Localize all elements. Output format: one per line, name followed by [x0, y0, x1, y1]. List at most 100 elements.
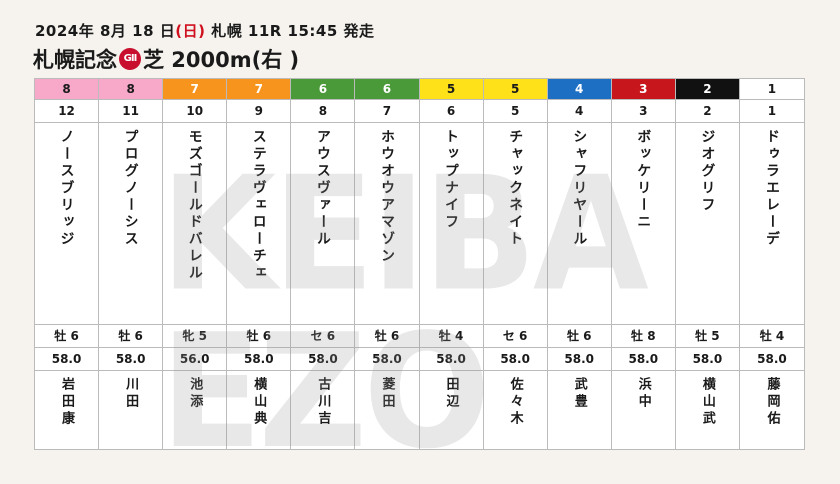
- horse-number: 12: [35, 100, 99, 123]
- entry-column: 3 3 ボッケリーニ牡 8 58.0 浜中: [611, 79, 676, 449]
- jockey-name-text: 菱田: [379, 377, 395, 411]
- waku-number: 5: [419, 79, 483, 100]
- race-date: 2024年 8月 18 日: [35, 22, 176, 40]
- grade-badge: GII: [119, 48, 141, 70]
- horse-name: モズゴールドバレル: [163, 123, 227, 325]
- waku-number: 6: [355, 79, 419, 100]
- horse-name-text: トップナイフ: [443, 129, 460, 231]
- waku-number: 8: [35, 79, 99, 100]
- horse-name-text: ジオグリフ: [699, 129, 716, 214]
- sex-age: 牡 8: [611, 325, 675, 348]
- horse-number: 11: [99, 100, 163, 123]
- horse-number: 8: [291, 100, 355, 123]
- entry-column: 5 5 チャックネイトセ 6 58.0 佐々木: [483, 79, 548, 449]
- horse-name: ジオグリフ: [675, 123, 739, 325]
- horse-number: 1: [739, 100, 804, 123]
- jockey-name-text: 田辺: [443, 377, 459, 411]
- entry-column: 5 6 トップナイフ牡 4 58.0 田辺: [419, 79, 484, 449]
- entry-column: 6 8 アウスヴァールセ 6 58.0 古川吉: [291, 79, 356, 449]
- jockey-name: 田辺: [420, 371, 483, 449]
- horse-name: アウスヴァール: [291, 123, 355, 325]
- carried-weight: 58.0: [739, 348, 804, 371]
- jockey-name: 佐々木: [484, 371, 547, 449]
- sex-age: 牡 6: [227, 325, 291, 348]
- carried-weight: 58.0: [99, 348, 163, 371]
- horse-number: 10: [163, 100, 227, 123]
- horse-name: チャックネイト: [483, 123, 547, 325]
- waku-number: 7: [227, 79, 291, 100]
- carried-weight: 58.0: [547, 348, 611, 371]
- carried-weight: 58.0: [355, 348, 419, 371]
- waku-number: 2: [675, 79, 739, 100]
- horse-name: ホウオウアマゾン: [355, 123, 419, 325]
- jockey-name-text: 古川吉: [315, 377, 331, 428]
- sex-age: 牡 4: [419, 325, 483, 348]
- jockey-name: 横山武: [676, 371, 739, 449]
- horse-name-text: モズゴールドバレル: [186, 129, 203, 282]
- horse-number: 6: [419, 100, 483, 123]
- entry-column: 7 9 ステラヴェローチェ牡 6 58.0 横山典: [227, 79, 292, 449]
- horse-name-text: ボッケリーニ: [635, 129, 652, 231]
- horse-name-text: シャフリヤール: [571, 129, 588, 248]
- entry-column: 8 12 ノースブリッジ牡 6 58.0 岩田康: [35, 79, 100, 449]
- waku-number: 5: [483, 79, 547, 100]
- jockey-name: 浜中: [612, 371, 675, 449]
- jockey-name-text: 横山武: [699, 377, 715, 428]
- jockey-name: 横山典: [227, 371, 290, 449]
- sex-age: セ 6: [291, 325, 355, 348]
- entry-column: 7 10 モズゴールドバレル牝 5 56.0 池添: [163, 79, 228, 449]
- sex-age: 牡 5: [675, 325, 739, 348]
- horse-name: ボッケリーニ: [611, 123, 675, 325]
- horse-name-text: ノースブリッジ: [58, 129, 75, 248]
- jockey-name-text: 川田: [123, 377, 139, 411]
- jockey-name: 菱田: [355, 371, 418, 449]
- jockey-name-text: 横山典: [251, 377, 267, 428]
- horse-name: シャフリヤール: [547, 123, 611, 325]
- race-title: 札幌記念 GII 芝 2000m(右 ): [33, 44, 299, 74]
- entries-table: 8 12 ノースブリッジ牡 6 58.0 岩田康 8 11 プログノーシス牡 6 58.0 川田 7…: [34, 78, 805, 450]
- horse-name: ステラヴェローチェ: [227, 123, 291, 325]
- sex-age: セ 6: [483, 325, 547, 348]
- horse-number: 5: [483, 100, 547, 123]
- jockey-name-text: 佐々木: [507, 377, 523, 428]
- jockey-name-text: 池添: [187, 377, 203, 411]
- horse-name-text: チャックネイト: [507, 129, 524, 248]
- horse-name: ノースブリッジ: [35, 123, 99, 325]
- horse-name-text: プログノーシス: [122, 129, 139, 248]
- carried-weight: 58.0: [291, 348, 355, 371]
- carried-weight: 58.0: [483, 348, 547, 371]
- horse-name: トップナイフ: [419, 123, 483, 325]
- race-day-of-week: (日): [175, 22, 206, 40]
- horse-number: 3: [611, 100, 675, 123]
- jockey-name-text: 藤岡佑: [764, 377, 780, 428]
- carried-weight: 58.0: [611, 348, 675, 371]
- waku-number: 3: [611, 79, 675, 100]
- waku-number: 4: [547, 79, 611, 100]
- carried-weight: 58.0: [675, 348, 739, 371]
- carried-weight: 58.0: [419, 348, 483, 371]
- horse-name-text: アウスヴァール: [314, 129, 331, 248]
- sex-age: 牡 6: [355, 325, 419, 348]
- jockey-name-text: 武豊: [571, 377, 587, 411]
- jockey-name-text: 岩田康: [59, 377, 75, 428]
- entry-column: 8 11 プログノーシス牡 6 58.0 川田: [99, 79, 164, 449]
- sex-age: 牡 6: [35, 325, 99, 348]
- jockey-name: 岩田康: [35, 371, 98, 449]
- waku-number: 6: [291, 79, 355, 100]
- entry-column: 6 7 ホウオウアマゾン牡 6 58.0 菱田: [355, 79, 420, 449]
- horse-name-text: ステラヴェローチェ: [250, 129, 267, 282]
- jockey-name: 川田: [99, 371, 162, 449]
- entry-column: 4 4 シャフリヤール牡 6 58.0 武豊: [547, 79, 612, 449]
- horse-number: 2: [675, 100, 739, 123]
- carried-weight: 58.0: [227, 348, 291, 371]
- sex-age: 牡 6: [99, 325, 163, 348]
- horse-name-text: ドゥラエレーデ: [763, 129, 780, 248]
- carried-weight: 56.0: [163, 348, 227, 371]
- sex-age: 牝 5: [163, 325, 227, 348]
- sex-age: 牡 4: [739, 325, 804, 348]
- sex-age: 牡 6: [547, 325, 611, 348]
- horse-name-text: ホウオウアマゾン: [378, 129, 395, 265]
- horse-name: プログノーシス: [99, 123, 163, 325]
- waku-number: 7: [163, 79, 227, 100]
- jockey-name: 藤岡佑: [740, 371, 804, 449]
